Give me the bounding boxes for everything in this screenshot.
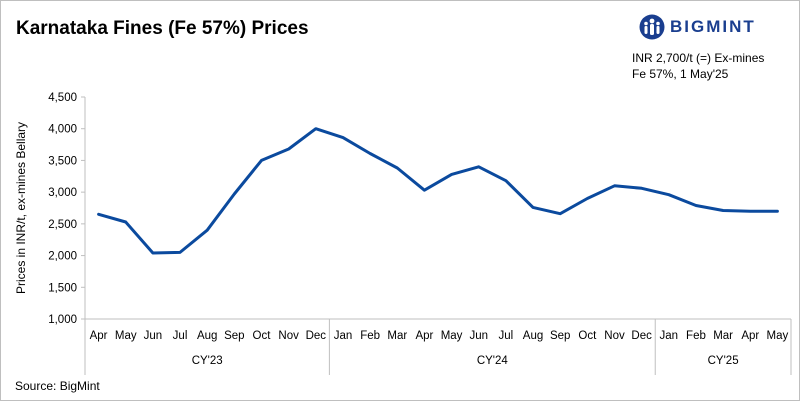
x-tick-label: Jul [173,330,188,342]
x-tick-label: Jun [144,330,163,342]
y-tick-label: 3,500 [48,155,77,167]
chart-title: Karnataka Fines (Fe 57%) Prices [16,18,309,39]
price-note-line1: INR 2,700/t (=) Ex-mines [632,51,765,65]
y-tick-label: 2,000 [48,251,77,263]
x-tick-label: Mar [713,330,733,342]
x-tick-label: Aug [197,330,217,342]
x-tick-label: Aug [523,330,543,342]
x-tick-label: May [767,330,789,342]
x-tick-label: Jul [499,330,514,342]
y-tick-label: 4,000 [48,124,77,136]
price-note: INR 2,700/t (=) Ex-mines Fe 57%, 1 May'2… [632,50,764,82]
x-tick-label: Feb [360,330,380,342]
x-tick-label: Feb [686,330,706,342]
price-series-line [97,127,779,255]
bigmint-logo: BIGMINT [639,12,756,42]
x-tick-label: Jan [660,330,679,342]
x-tick-label: Dec [306,330,327,342]
x-tick-label: Sep [224,330,244,342]
y-tick-label: 3,000 [48,187,77,199]
x-tick-label: Mar [387,330,407,342]
price-note-line2: Fe 57%, 1 May'25 [632,67,729,81]
x-tick-label: Nov [604,330,625,342]
source-note: Source: BigMint [15,379,100,393]
brand-name: BIGMINT [670,17,756,36]
x-tick-label: Apr [90,330,108,342]
x-tick-label: Nov [278,330,299,342]
x-tick-label: Oct [578,330,597,342]
x-tick-label: Sep [550,330,570,342]
y-axis-label: Prices in INR/t, ex-mines Bellary [14,122,28,294]
x-group-label: CY'24 [477,355,509,367]
y-tick-label: 1,500 [48,282,77,294]
x-tick-label: Jan [334,330,353,342]
y-tick-label: 4,500 [48,92,77,104]
x-group-label: CY'25 [708,355,739,367]
y-tick-label: 2,500 [48,219,77,231]
x-tick-label: Jun [469,330,488,342]
x-tick-label: Oct [253,330,272,342]
y-tick-label: 1,000 [48,314,77,326]
x-group-label: CY'23 [192,355,223,367]
x-tick-label: Apr [415,330,433,342]
x-tick-label: Apr [741,330,759,342]
x-tick-label: May [115,330,137,342]
x-tick-label: Dec [631,330,652,342]
bigmint-logo-icon [639,14,665,40]
x-tick-label: May [441,330,463,342]
